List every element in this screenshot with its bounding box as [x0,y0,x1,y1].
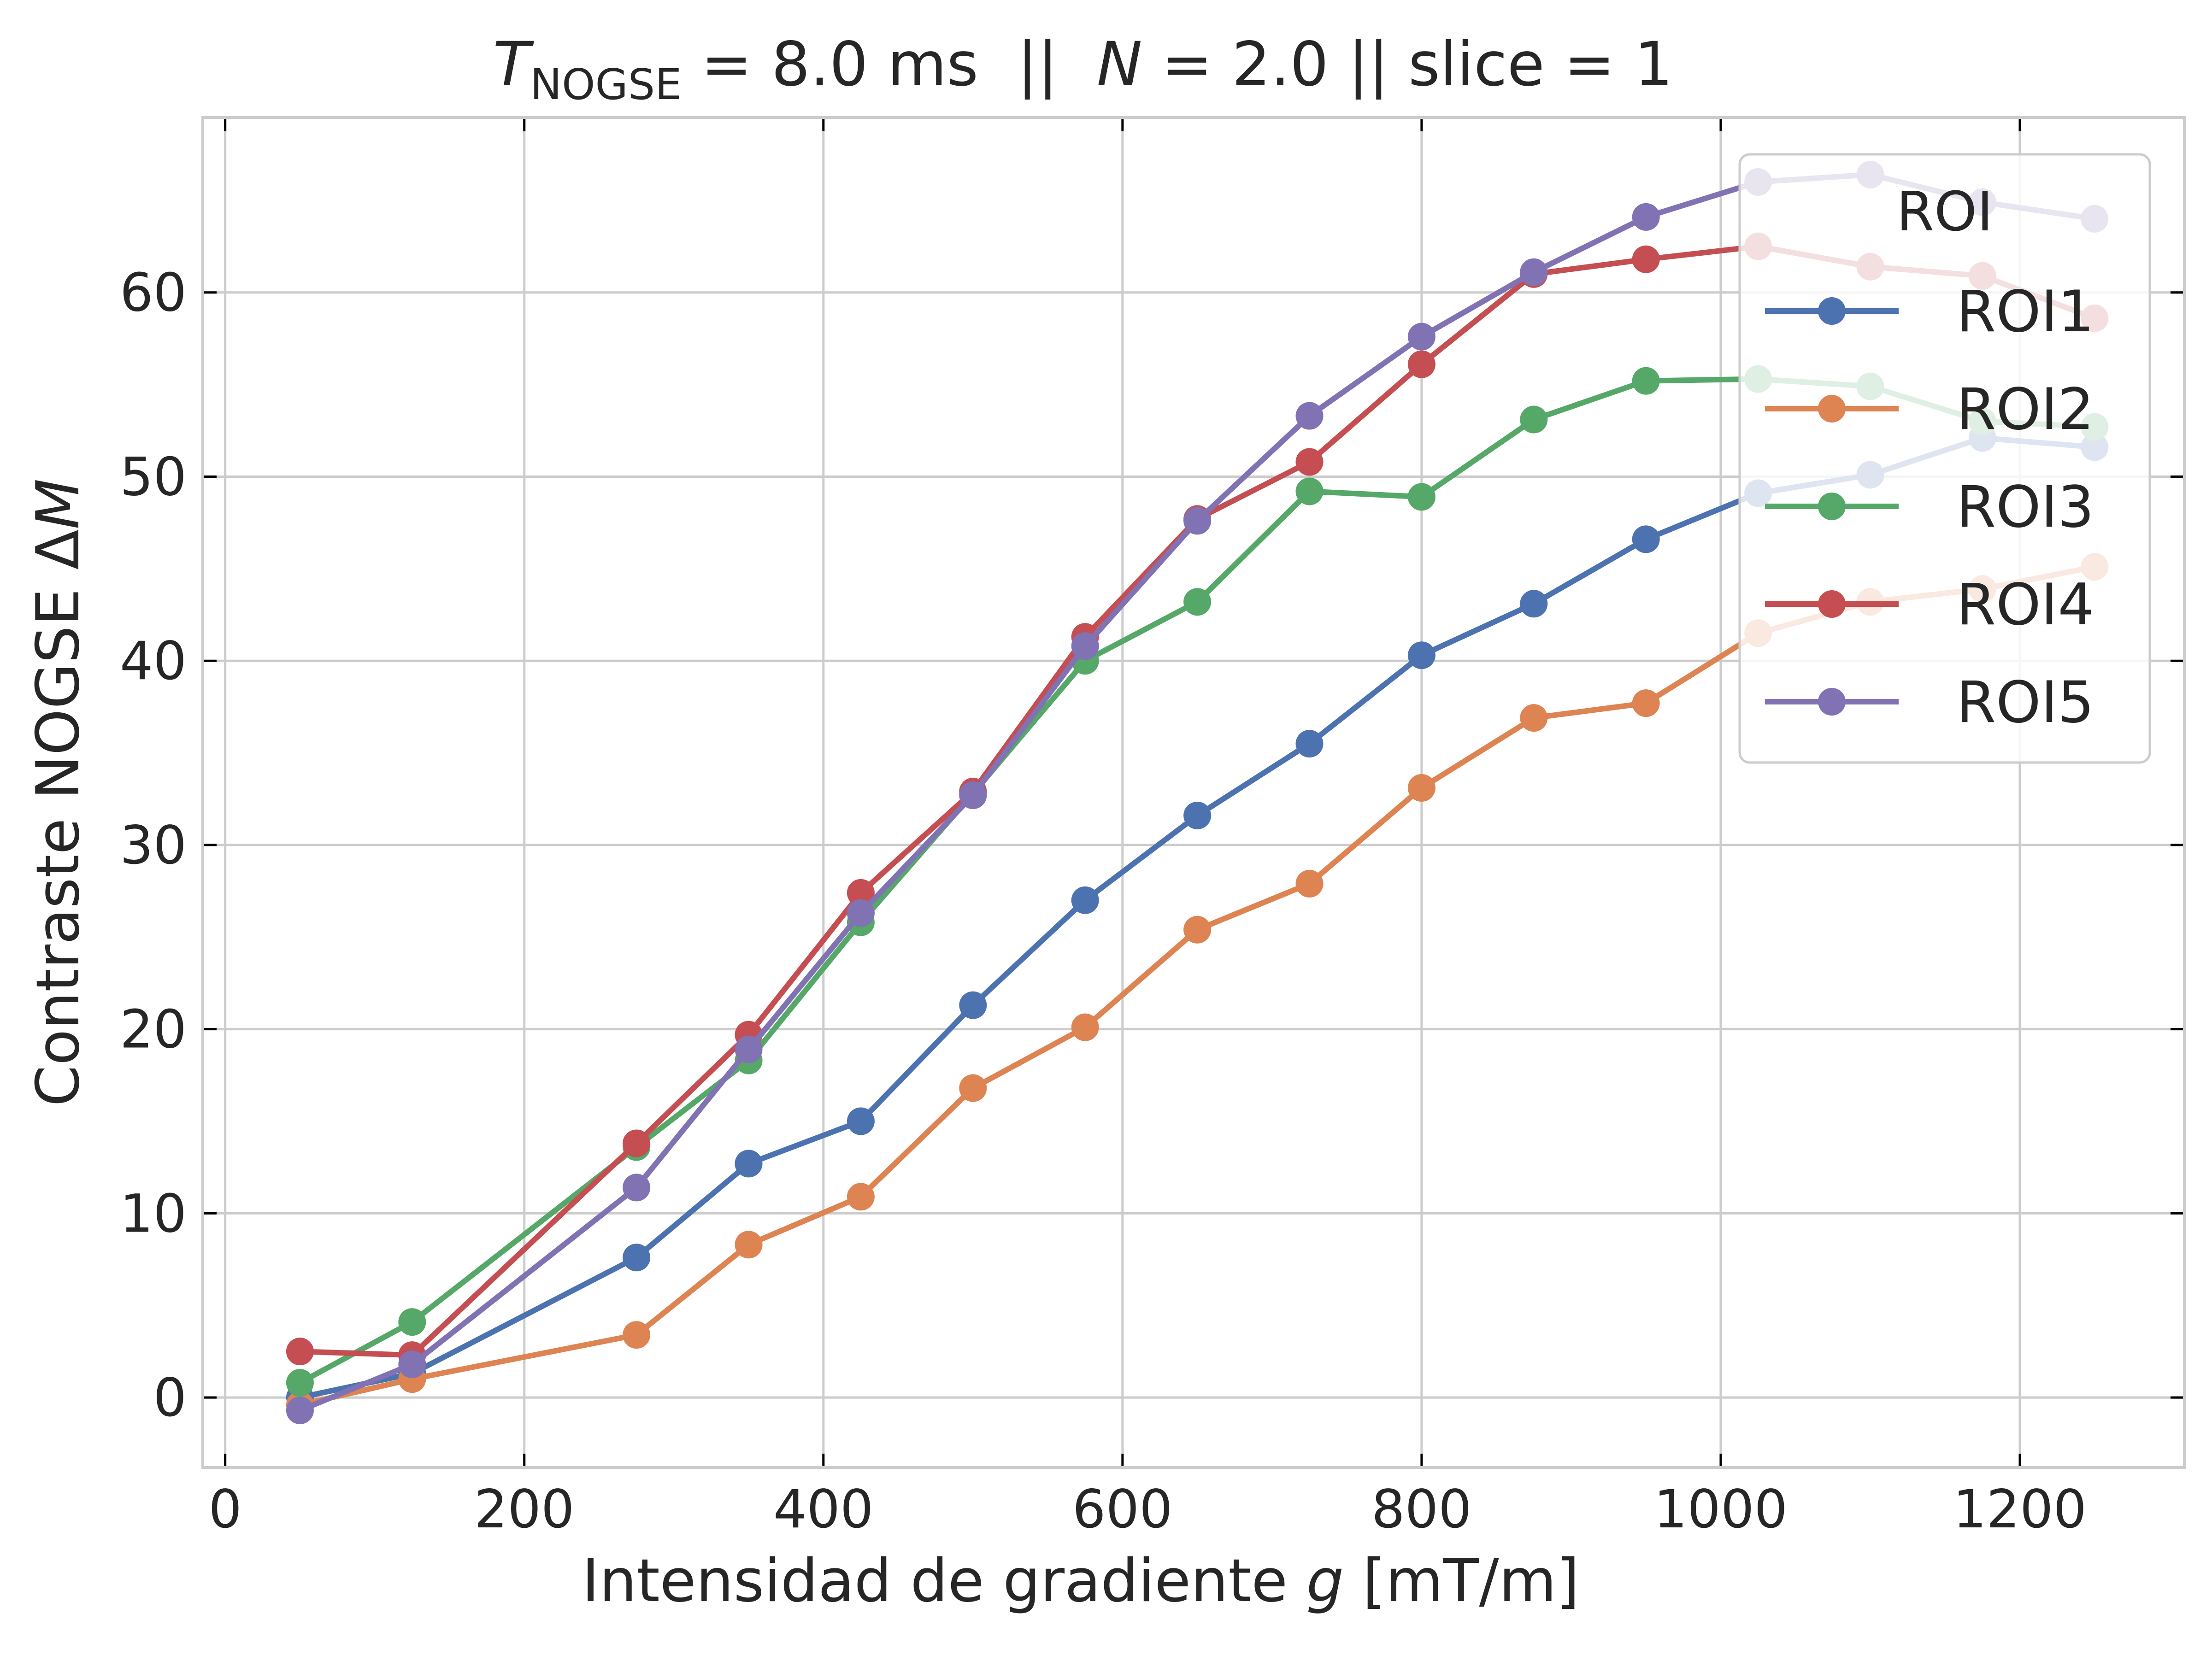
x-tick-label: 1200 [1953,1479,2087,1540]
y-tick-label: 50 [120,446,187,507]
data-point [1520,590,1548,618]
y-axis-label: Contraste NOGSE ΔM [24,479,93,1107]
x-tick-label: 400 [773,1479,874,1540]
data-point [398,1350,426,1379]
data-point [1183,801,1212,829]
x-axis-label-text: Intensidad de gradiente [582,1547,1306,1615]
x-tick-label: 1000 [1654,1479,1788,1540]
data-point [959,991,987,1019]
legend-marker [1818,493,1846,520]
data-point [1520,704,1548,732]
legend-label: ROI2 [1956,376,2094,443]
data-point [623,1174,651,1202]
x-axis-label-unit: [mT/m] [1344,1547,1579,1615]
data-point [959,781,987,809]
data-point [1407,350,1435,378]
legend: ROI ROI1 ROI2 ROI3 ROI4 ROI5 [1738,153,2151,764]
data-point [847,899,875,927]
data-point [1295,448,1324,476]
data-point [1407,323,1435,351]
data-point [847,1107,875,1135]
y-tick-label: 40 [120,630,187,692]
data-point [847,1183,875,1211]
title-n-value: = 2.0 || slice = 1 [1142,29,1673,100]
data-point [735,1231,763,1259]
data-point [1183,916,1212,944]
plot-frame [201,116,2186,1469]
legend-label: ROI3 [1956,474,2094,540]
legend-marker [1818,688,1846,716]
plot-border [201,116,2186,1469]
legend-label: ROI4 [1956,572,2094,638]
legend-entries: ROI1 ROI2 ROI3 ROI4 ROI5 [1765,279,2094,736]
data-point [1520,405,1548,434]
legend-entry: ROI1 [1765,279,2094,345]
legend-label: ROI5 [1956,669,2094,736]
x-axis-label-var: g [1306,1547,1344,1615]
title-n-symbol: N [1097,29,1142,100]
legend-marker [1818,395,1846,423]
data-point [1407,774,1435,802]
data-point [286,1338,314,1366]
data-point [1071,886,1099,914]
y-tick-label: 0 [153,1367,187,1428]
x-tick-label: 200 [474,1479,575,1540]
legend-entry: ROI5 [1765,669,2094,736]
y-tick-label: 20 [120,999,187,1060]
data-point [1071,1013,1099,1041]
data-point [1407,483,1435,511]
y-tick-label: 60 [120,262,187,323]
x-tick-label: 0 [208,1479,242,1540]
data-point [847,879,875,907]
legend-label: ROI1 [1956,279,2094,345]
title-t-symbol: T [493,29,535,100]
data-point [1295,869,1324,898]
data-point [1632,245,1660,273]
data-point [1071,632,1099,660]
title-t-value: = 8.0 ms || [682,29,1097,100]
data-point [1407,641,1435,669]
data-point [1295,477,1324,505]
data-point [623,1321,651,1349]
legend-entry: ROI2 [1765,376,2094,443]
data-point [286,1397,314,1425]
chart-title: TNOGSE = 8.0 ms || N = 2.0 || slice = 1 [493,29,1673,109]
data-point [1632,203,1660,231]
data-point [1632,525,1660,553]
y-tick-label: 10 [120,1183,187,1244]
data-point [1183,588,1212,616]
legend-marker [1818,297,1846,325]
data-point [1632,689,1660,717]
x-tick-label: 800 [1371,1479,1472,1540]
tick-marks [203,117,2184,1467]
legend-marker [1818,590,1846,618]
data-point [1295,730,1324,758]
data-point [398,1308,426,1336]
data-point [959,1074,987,1102]
y-axis-label-text: Contraste NOGSE Δ [24,529,93,1106]
data-point [1183,507,1212,535]
data-point [623,1244,651,1272]
data-point [735,1035,763,1063]
data-point [623,1129,651,1157]
x-tick-label: 600 [1072,1479,1173,1540]
title-t-subscript: NOGSE [530,60,682,109]
legend-title: ROI [1896,180,1993,243]
data-point [1632,367,1660,395]
data-point [735,1150,763,1178]
x-axis-label: Intensidad de gradiente g [mT/m] [582,1547,1580,1615]
y-tick-label: 30 [120,815,187,876]
data-point [286,1369,314,1397]
data-point [1520,258,1548,286]
legend-entry: ROI3 [1765,474,2094,540]
y-axis-label-var: M [24,479,93,529]
tick-labels: 0 200 400 600 800 1000 1200 0 10 20 30 40 50 60 [120,262,2087,1540]
legend-entry: ROI4 [1765,572,2094,638]
data-point [1295,402,1324,430]
